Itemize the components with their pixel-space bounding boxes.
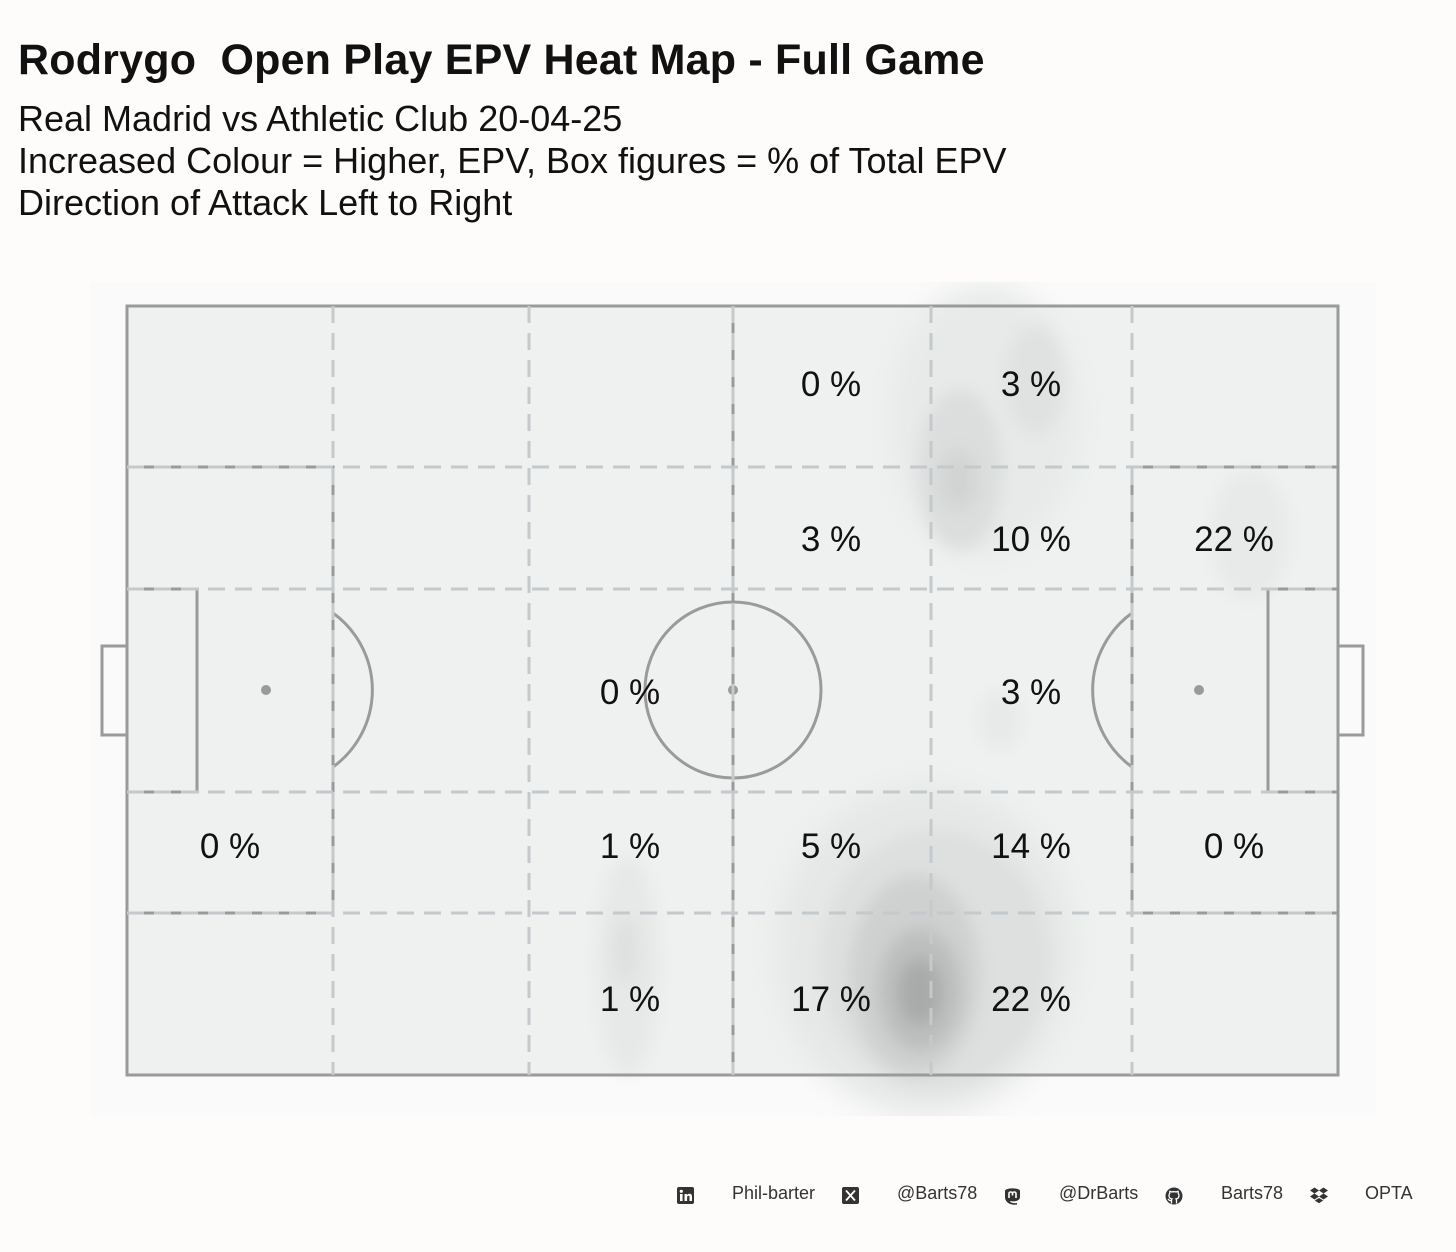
github-icon[interactable] <box>1165 1187 1183 1205</box>
left-penalty-spot <box>261 685 271 695</box>
right-penalty-arc <box>1091 611 1133 769</box>
mastodon-handle[interactable]: @DrBarts <box>1059 1183 1139 1203</box>
data-source: OPTA <box>1365 1183 1413 1203</box>
zone-label: 1 % <box>600 827 660 866</box>
zone-label: 22 % <box>1194 520 1274 559</box>
right-goal <box>1336 644 1365 737</box>
zone-label: 3 % <box>801 520 861 559</box>
chart-title: Rodrygo Open Play EPV Heat Map - Full Ga… <box>18 36 985 84</box>
subtitle-direction: Direction of Attack Left to Right <box>18 182 513 223</box>
zone-grid <box>127 306 1338 1075</box>
linkedin-icon[interactable] <box>677 1187 694 1204</box>
right-penalty-spot <box>1194 685 1204 695</box>
mastodon-icon[interactable] <box>1005 1188 1020 1205</box>
x-handle[interactable]: @Barts78 <box>897 1183 978 1203</box>
zone-label: 0 % <box>200 827 260 866</box>
zone-label: 17 % <box>791 980 871 1019</box>
github-handle[interactable]: Barts78 <box>1221 1183 1284 1203</box>
left-penalty-arc <box>332 611 374 769</box>
zone-label: 0 % <box>600 673 660 712</box>
zone-label: 0 % <box>801 365 861 404</box>
zone-label: 22 % <box>991 980 1071 1019</box>
subtitle-match: Real Madrid vs Athletic Club 20-04-25 <box>18 98 623 139</box>
zone-label: 5 % <box>801 827 861 866</box>
zone-labels: 0 % 3 % 3 % 10 % 22 % 0 % 3 % 0 % 1 % 5 … <box>200 365 1274 1019</box>
zone-label: 3 % <box>1001 673 1061 712</box>
zone-label: 1 % <box>600 980 660 1019</box>
linkedin-handle[interactable]: Phil-barter <box>732 1183 816 1203</box>
zone-label: 3 % <box>1001 365 1061 404</box>
zone-label: 14 % <box>991 827 1071 866</box>
x-icon[interactable] <box>842 1187 859 1204</box>
pitch-spots <box>261 685 1204 695</box>
dropbox-icon[interactable] <box>1310 1187 1328 1204</box>
zone-label: 10 % <box>991 520 1071 559</box>
zone-label: 0 % <box>1204 827 1264 866</box>
left-goal <box>100 644 129 737</box>
epv-density <box>596 285 1290 1115</box>
subtitle-legend: Increased Colour = Higher, EPV, Box figu… <box>18 140 1007 181</box>
